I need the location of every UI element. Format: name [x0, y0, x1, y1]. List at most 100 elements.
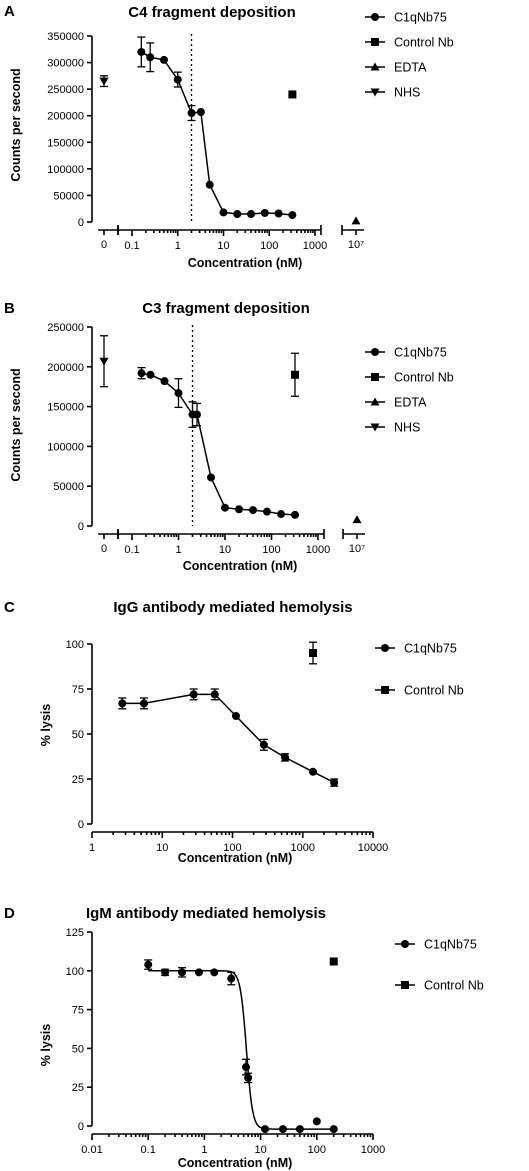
plot-area: 0 50000 100000 150000 200000 250000 300000 3500… — [47, 11, 454, 253]
data-point — [144, 960, 153, 969]
data-point — [159, 55, 168, 64]
legend: C1qNb75 Control Nb — [375, 642, 464, 698]
data-point — [189, 690, 198, 699]
series-nhs — [99, 335, 109, 388]
y-tick-label: 25 — [72, 1082, 84, 1094]
y-tick-label: 75 — [72, 684, 84, 696]
data-point — [140, 699, 149, 708]
chart-title: C3 fragment deposition — [142, 300, 310, 317]
legend-label: C1qNb75 — [394, 11, 447, 25]
legend-marker — [370, 88, 380, 97]
panel-label-c: C — [4, 599, 15, 616]
data-point — [244, 1073, 253, 1082]
panel-d: D IgM antibody mediated hemolysis Concen… — [4, 905, 484, 1170]
data-point — [99, 357, 109, 366]
y-tick-label: 250000 — [47, 322, 84, 334]
data-point — [196, 107, 205, 116]
chart-title: IgM antibody mediated hemolysis — [86, 905, 326, 922]
data-point — [137, 47, 146, 56]
legend: C1qNb75 Control Nb EDTA NHS — [365, 11, 454, 100]
chart-title: IgG antibody mediated hemolysis — [113, 599, 352, 616]
data-point — [274, 209, 283, 218]
legend-label: Control Nb — [404, 684, 464, 698]
data-point — [290, 370, 299, 379]
data-point — [178, 968, 187, 977]
y-tick-label: 200000 — [47, 111, 84, 123]
legend-label: EDTA — [394, 396, 427, 410]
data-point — [260, 208, 269, 217]
data-point — [99, 77, 109, 86]
x-tick-label: 10 — [254, 1144, 266, 1156]
legend-marker — [381, 644, 389, 652]
data-point — [234, 505, 243, 514]
x-tick-label: 10 — [156, 842, 168, 854]
y-tick-label: 25 — [72, 774, 84, 786]
data-point — [242, 1063, 251, 1072]
legend-marker — [371, 13, 379, 21]
legend-label: Control Nb — [394, 371, 454, 385]
legend-marker — [370, 397, 380, 406]
x-tick-label: 1000 — [303, 240, 327, 252]
legend-label: NHS — [394, 421, 420, 435]
data-point — [352, 515, 362, 524]
plot-area: 0 25 50 75 100 125 0.01 0.1 1 10 100 1000 C1qNb75 Con… — [66, 927, 484, 1156]
data-point — [194, 968, 203, 977]
data-point — [259, 740, 268, 749]
data-point — [146, 370, 155, 379]
x-tick-label: 100 — [223, 842, 241, 854]
legend-marker — [401, 981, 409, 989]
y-tick-label: 150000 — [47, 402, 84, 414]
panel-label-a: A — [4, 3, 15, 20]
x-tick-label: 100 — [262, 544, 280, 556]
data-point — [174, 389, 183, 398]
data-point — [187, 109, 196, 118]
series-control-nb — [329, 957, 338, 966]
x-tick-label: 10⁷ — [349, 543, 365, 555]
x-tick-label: 100 — [308, 1144, 326, 1156]
y-tick-label: 75 — [72, 1005, 84, 1017]
x-tick-label: 1 — [89, 842, 95, 854]
data-point — [231, 712, 240, 720]
x-tick-label: 0 — [101, 239, 107, 251]
panel-label-b: B — [4, 300, 15, 317]
data-point — [329, 1125, 338, 1134]
x-tick-label: 10 — [217, 240, 229, 252]
y-tick-label: 200000 — [47, 362, 84, 374]
legend-label: C1qNb75 — [424, 938, 477, 952]
legend-marker — [401, 940, 409, 948]
series-c1qnb75 — [137, 366, 299, 519]
x-axis-label: Concentration (nM) — [183, 559, 298, 573]
x-tick-label: 10 — [219, 544, 231, 556]
data-point — [351, 216, 361, 225]
y-tick-label: 0 — [78, 1121, 84, 1133]
x-tick-label: 0.1 — [124, 240, 139, 252]
y-tick-label: 50000 — [53, 481, 84, 493]
y-tick-label: 300000 — [47, 58, 84, 70]
series-control-nb — [290, 352, 299, 397]
x-tick-label: 1000 — [306, 544, 330, 556]
y-tick-label: 100000 — [47, 164, 84, 176]
legend: C1qNb75 Control Nb — [395, 938, 484, 993]
data-point — [281, 753, 290, 762]
legend-marker — [370, 62, 380, 71]
y-tick-label: 150000 — [47, 137, 84, 149]
x-tick-label: 1 — [175, 240, 181, 252]
series-edta — [351, 216, 361, 225]
data-point — [329, 957, 338, 966]
x-tick-label: 0 — [101, 543, 107, 555]
data-point — [278, 1125, 287, 1134]
data-point — [146, 53, 155, 62]
legend-label: NHS — [394, 86, 420, 100]
data-point — [205, 180, 214, 189]
series-c1qnb75 — [118, 688, 339, 787]
y-tick-label: 0 — [78, 217, 84, 229]
series-nhs — [99, 75, 109, 88]
data-point — [247, 210, 256, 219]
x-tick-label: 1 — [175, 544, 181, 556]
y-axis-label: Counts per second — [9, 368, 23, 481]
data-point — [312, 1117, 321, 1126]
x-tick-label: 10⁷ — [348, 239, 364, 251]
data-point — [210, 690, 219, 699]
legend-marker — [371, 373, 379, 381]
y-tick-label: 100 — [66, 639, 84, 651]
